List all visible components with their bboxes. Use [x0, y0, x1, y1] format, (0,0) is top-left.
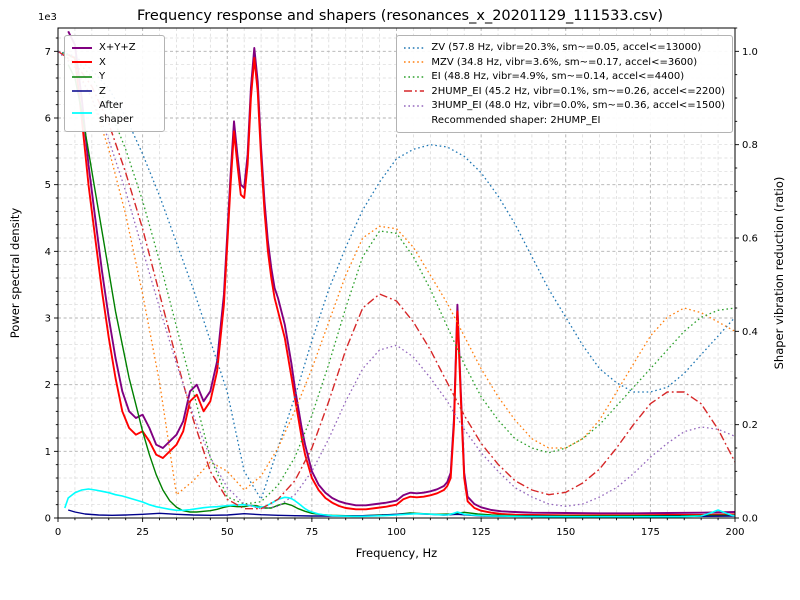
shaper-line-ZV: [58, 50, 735, 500]
legend-label: 3HUMP_EI (48.0 Hz, vibr=0.0%, sm~=0.36, …: [431, 100, 725, 111]
psd-line-after-shaper: [64, 488, 735, 518]
legend-line-swatch: [404, 90, 425, 93]
legend-item-y: Y: [71, 70, 157, 84]
y-left-tick-label: 2: [45, 380, 51, 391]
legend-line-swatch: [404, 61, 425, 63]
legend-label: EI (48.8 Hz, vibr=4.9%, sm~=0.14, accel<…: [431, 71, 685, 82]
legend-item-xyz: X+Y+Z: [71, 41, 157, 55]
legend-label: MZV (34.8 Hz, vibr=3.6%, sm~=0.17, accel…: [431, 56, 698, 68]
legend-shapers: ZV (57.8 Hz, vibr=20.3%, sm~=0.05, accel…: [396, 35, 733, 133]
legend-line-swatch: [72, 46, 92, 49]
legend-line-swatch: [404, 105, 425, 107]
x-tick-label: 200: [725, 527, 744, 538]
y-axis-offset-text: 1e3: [38, 12, 57, 23]
legend-item-3HUMP_EI: 3HUMP_EI (48.0 Hz, vibr=0.0%, sm~=0.36, …: [403, 99, 725, 113]
y-right-tick-label: 0.2: [742, 420, 758, 431]
y-left-tick-label: 7: [45, 47, 51, 58]
legend-item-EI: EI (48.8 Hz, vibr=4.9%, sm~=0.14, accel<…: [403, 70, 725, 84]
legend-item-after-shaper: After shaper: [71, 99, 157, 126]
series: [58, 30, 735, 518]
y-right-tick-label: 0.4: [742, 327, 758, 338]
shaper-line-3HUMP_EI: [58, 50, 735, 510]
legend-recommended-shaper: Recommended shaper: 2HUMP_EI: [431, 114, 601, 126]
shaper-line-MZV: [58, 50, 735, 496]
y-right-tick-label: 0.8: [742, 140, 758, 151]
legend-label: Z: [99, 85, 106, 97]
x-tick-label: 75: [306, 527, 319, 538]
y-axis-label-right: Shaper vibration reduction (ratio): [772, 176, 786, 370]
y-left-tick-label: 0: [45, 514, 51, 525]
shaper-line-2HUMP_EI: [58, 50, 735, 510]
x-tick-label: 150: [556, 527, 575, 538]
x-tick-label: 100: [387, 527, 406, 538]
legend-item-ZV: ZV (57.8 Hz, vibr=20.3%, sm~=0.05, accel…: [403, 41, 725, 55]
x-tick-label: 175: [641, 527, 660, 538]
axis-ticks: [54, 27, 739, 522]
x-tick-label: 25: [136, 527, 149, 538]
legend-line-swatch: [404, 47, 425, 49]
y-left-tick-label: 6: [45, 114, 51, 125]
y-axis-label-left: Power spectral density: [8, 207, 22, 339]
legend-line-swatch: [72, 90, 92, 93]
y-right-tick-label: 0.6: [742, 234, 758, 245]
legend-item-2HUMP_EI: 2HUMP_EI (45.2 Hz, vibr=0.1%, sm~=0.26, …: [403, 85, 725, 99]
x-axis-label: Frequency, Hz: [355, 546, 438, 560]
legend-item-z: Z: [71, 85, 157, 99]
legend-label: 2HUMP_EI (45.2 Hz, vibr=0.1%, sm~=0.26, …: [431, 85, 725, 97]
y-left-tick-label: 3: [45, 314, 51, 325]
chart-title: Frequency response and shapers (resonanc…: [137, 8, 663, 24]
y-right-tick-label: 0.0: [742, 514, 758, 525]
y-left-tick-label: 4: [45, 247, 51, 258]
legend-item-x: X: [71, 56, 157, 70]
shaper-line-EI: [58, 50, 735, 505]
y-right-tick-label: 1.0: [742, 47, 758, 58]
legend-line-swatch: [404, 76, 425, 78]
legend-item-MZV: MZV (34.8 Hz, vibr=3.6%, sm~=0.17, accel…: [403, 56, 725, 70]
y-left-tick-label: 5: [45, 180, 51, 191]
legend-label: ZV (57.8 Hz, vibr=20.3%, sm~=0.05, accel…: [431, 42, 702, 53]
x-tick-label: 0: [55, 527, 61, 538]
x-tick-label: 125: [472, 527, 491, 538]
legend-label: Y: [99, 71, 106, 82]
legend-line-swatch: [72, 111, 92, 114]
x-tick-label: 50: [221, 527, 234, 538]
legend-line-swatch: [72, 75, 92, 78]
y-left-tick-label: 1: [45, 447, 51, 458]
legend-psd: X+Y+Z X Y Z After shaper: [64, 35, 165, 132]
legend-label: After shaper: [99, 100, 134, 125]
legend-label: X: [99, 56, 106, 68]
legend-line-swatch: [72, 61, 92, 64]
legend-label: X+Y+Z: [99, 42, 136, 53]
